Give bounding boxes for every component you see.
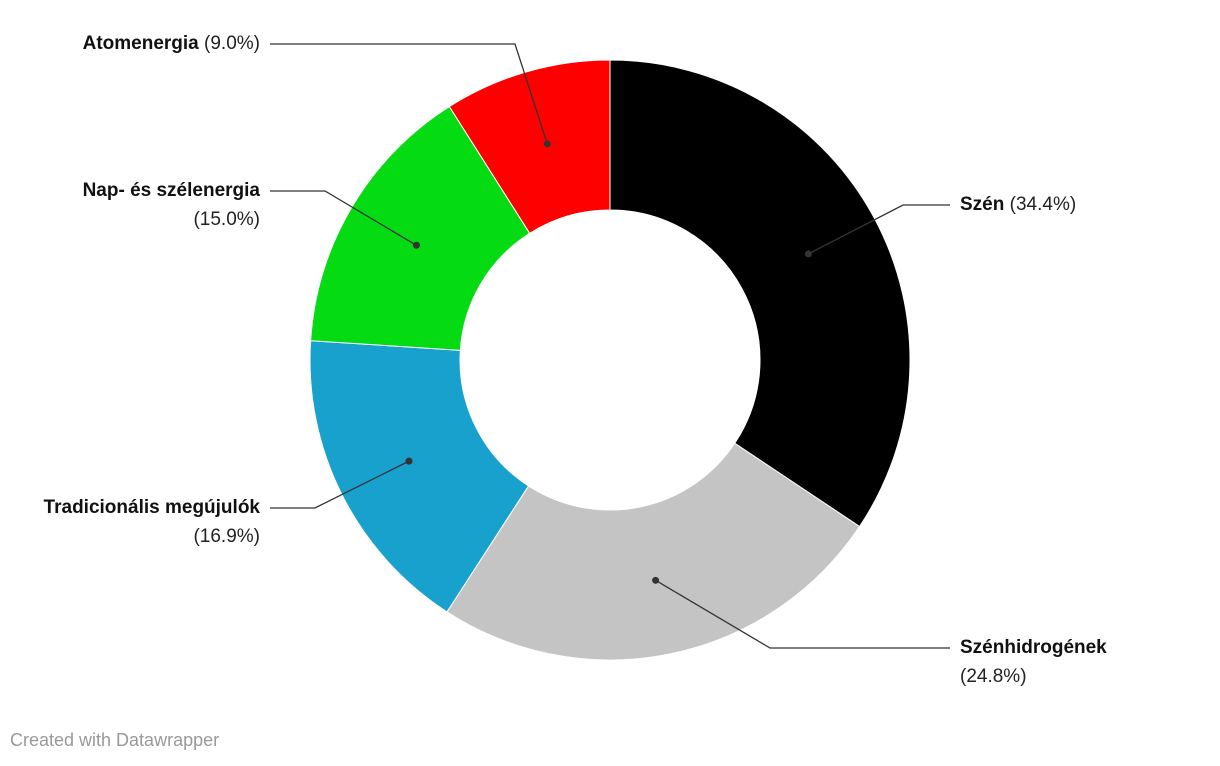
donut-slice xyxy=(609,59,911,528)
leader-line xyxy=(270,43,548,145)
credit: Created with Datawrapper xyxy=(10,730,220,750)
slice-label: Nap- és szélenergia (15.0%) xyxy=(35,176,260,234)
donut-slice xyxy=(446,442,861,661)
value-label: (16.9%) xyxy=(193,526,260,547)
leader-dot xyxy=(804,250,812,258)
leader-line xyxy=(270,460,410,509)
category-name: Szén xyxy=(960,194,1005,215)
leader-dot xyxy=(412,241,420,249)
leader-line xyxy=(655,579,950,649)
category-name: Nap- és szélenergia xyxy=(82,180,260,201)
slice-label: Szén (34.4%) xyxy=(960,190,1150,219)
donut-slice xyxy=(310,105,531,351)
leader-dot xyxy=(543,140,551,148)
donut-slice xyxy=(448,59,611,234)
value-label: (34.4%) xyxy=(1009,194,1077,215)
slice-label: Atomenergia (9.0%) xyxy=(35,29,260,58)
value-label: (15.0%) xyxy=(193,209,260,230)
leader-line xyxy=(270,190,417,246)
slice-label: Tradicionális megújulók (16.9%) xyxy=(35,493,260,551)
value-label: (9.0%) xyxy=(204,33,260,54)
category-name: Szénhidrogének xyxy=(960,637,1107,658)
category-name: Tradicionális megújulók xyxy=(43,497,260,518)
donut-slice xyxy=(309,340,530,613)
category-name: Atomenergia xyxy=(82,33,199,54)
slice-label: Szénhidrogének (24.8%) xyxy=(960,633,1150,691)
leader-line xyxy=(808,204,950,255)
leader-dot xyxy=(405,457,413,465)
leader-dot xyxy=(652,576,660,584)
value-label: (24.8%) xyxy=(960,666,1027,687)
